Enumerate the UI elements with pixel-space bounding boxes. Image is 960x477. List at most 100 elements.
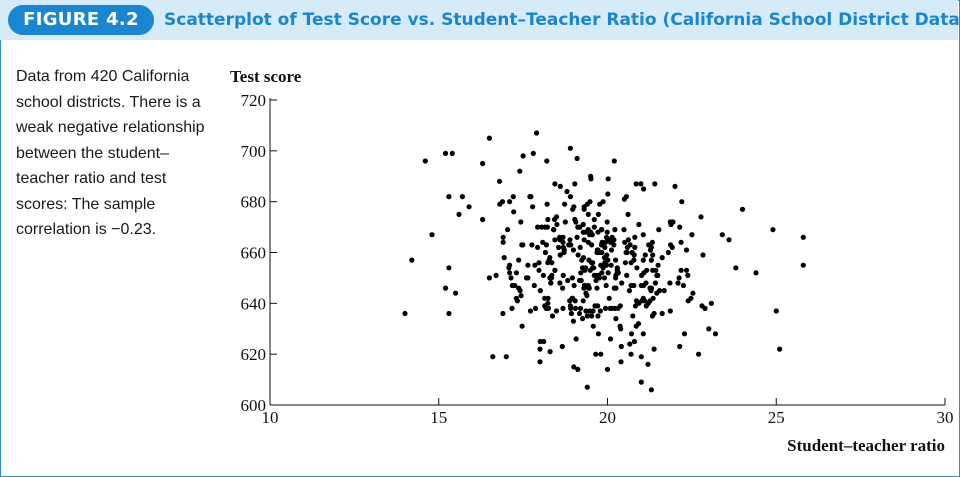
- data-point: [628, 282, 634, 289]
- data-point: [560, 305, 566, 311]
- data-point: [587, 232, 593, 238]
- data-point: [613, 257, 619, 263]
- data-point: [446, 265, 452, 271]
- data-point: [528, 194, 534, 200]
- data-point: [683, 247, 690, 253]
- data-point: [655, 272, 661, 278]
- data-point: [577, 224, 583, 230]
- data-point: [645, 361, 651, 367]
- data-point: [544, 201, 550, 207]
- data-point: [552, 267, 558, 273]
- data-point: [549, 313, 556, 319]
- data-point: [667, 280, 673, 286]
- data-point: [602, 239, 609, 245]
- data-point: [543, 242, 550, 248]
- data-point: [638, 379, 644, 385]
- data-point: [567, 194, 574, 200]
- data-point: [624, 272, 630, 278]
- data-point: [512, 282, 518, 289]
- data-point: [702, 305, 708, 311]
- data-point: [617, 303, 623, 309]
- data-point: [518, 293, 524, 299]
- data-point: [466, 204, 472, 210]
- data-point: [548, 275, 555, 281]
- data-point: [659, 310, 665, 317]
- data-point: [603, 234, 610, 240]
- data-point: [647, 247, 654, 253]
- data-point: [480, 216, 486, 223]
- data-point: [535, 224, 541, 230]
- data-point: [688, 295, 694, 301]
- data-point: [562, 201, 568, 207]
- data-point: [552, 237, 558, 243]
- data-point: [565, 277, 571, 284]
- data-point: [628, 331, 635, 337]
- data-point: [619, 280, 625, 286]
- y-tick-label: 720: [241, 91, 267, 110]
- data-point: [640, 232, 646, 238]
- data-point: [586, 285, 592, 291]
- data-point: [609, 234, 615, 240]
- data-point: [595, 211, 602, 217]
- data-point: [499, 199, 506, 205]
- data-point: [593, 277, 599, 284]
- data-point: [631, 257, 637, 263]
- data-point: [597, 308, 604, 314]
- data-point: [527, 308, 534, 314]
- data-point: [678, 239, 684, 245]
- data-point: [656, 227, 662, 233]
- data-point: [800, 234, 806, 240]
- figure-header: FIGURE 4.2 Scatterplot of Test Score vs.…: [0, 0, 960, 40]
- data-point: [626, 288, 633, 294]
- data-point: [513, 270, 520, 276]
- x-tick-label: 25: [768, 408, 785, 427]
- data-point: [544, 158, 550, 164]
- data-point: [570, 318, 577, 324]
- x-tick-label: 15: [430, 408, 447, 427]
- data-point: [603, 282, 609, 289]
- data-point: [753, 270, 759, 276]
- x-tick-label: 20: [599, 408, 616, 427]
- data-point: [605, 176, 611, 182]
- data-point: [518, 219, 524, 225]
- data-point: [535, 244, 541, 250]
- x-axis-label: Student–teacher ratio: [787, 436, 945, 455]
- data-point: [696, 351, 702, 357]
- data-point: [644, 267, 650, 273]
- data-point: [800, 262, 806, 268]
- data-point: [556, 244, 562, 250]
- data-point: [636, 221, 642, 228]
- data-point: [456, 211, 462, 217]
- data-point: [677, 343, 683, 350]
- data-point: [647, 285, 653, 291]
- data-point: [486, 135, 492, 141]
- data-point: [505, 227, 511, 233]
- data-point: [595, 331, 602, 337]
- data-point: [581, 282, 588, 289]
- data-point: [689, 232, 695, 238]
- data-point: [557, 183, 563, 189]
- data-point: [581, 237, 587, 243]
- data-point: [493, 272, 499, 278]
- data-point: [676, 275, 682, 281]
- data-point: [584, 384, 590, 390]
- data-point: [604, 366, 611, 372]
- data-point: [402, 310, 408, 317]
- data-point: [605, 191, 611, 197]
- data-point: [520, 242, 526, 248]
- data-point: [540, 272, 547, 278]
- data-point: [534, 130, 540, 136]
- data-point: [638, 181, 644, 187]
- data-point: [652, 181, 658, 187]
- data-point: [571, 364, 577, 370]
- data-point: [611, 158, 617, 164]
- data-point: [519, 323, 525, 329]
- data-point: [668, 242, 674, 248]
- data-point: [573, 336, 579, 342]
- data-point: [567, 145, 574, 151]
- data-point: [649, 239, 656, 245]
- data-point: [530, 150, 536, 156]
- data-point: [540, 239, 546, 245]
- data-point: [595, 247, 601, 253]
